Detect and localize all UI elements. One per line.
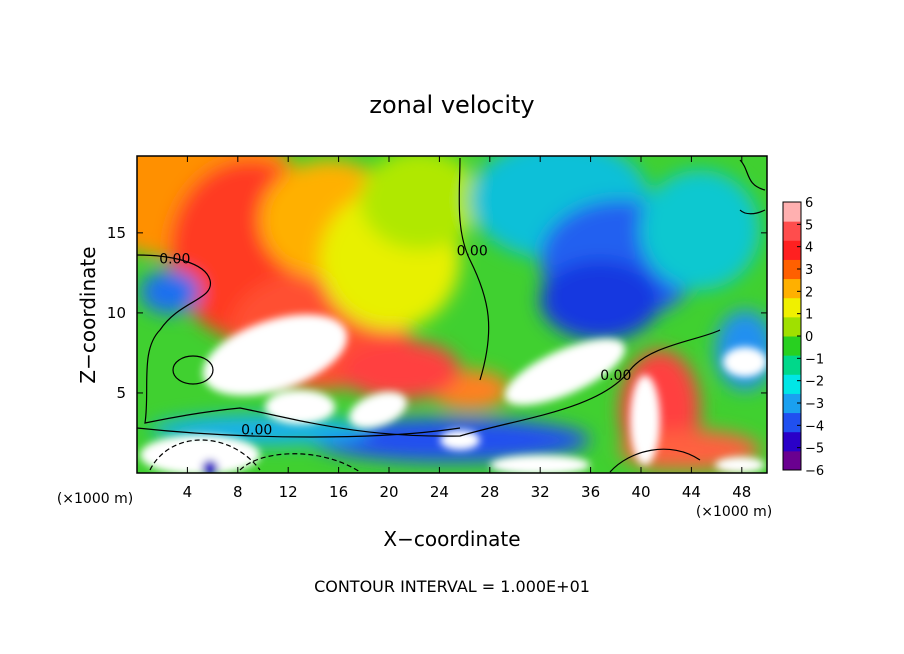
y-tick-label: 10 (107, 304, 126, 322)
colorbar-swatch (783, 259, 801, 280)
colorbar-swatch (783, 393, 801, 414)
colorbar-tick-label: 4 (805, 241, 813, 256)
contour-label: 0.00 (241, 423, 272, 439)
colorbar: 6 5 4 3 2 1 0 −1 −2 −3 −4 −5 −6 (782, 196, 824, 479)
y-tick-label: 5 (116, 384, 126, 402)
x-tick-label: 24 (430, 483, 449, 501)
colorbar-swatch (783, 374, 801, 394)
x-tick-label: 40 (631, 483, 650, 501)
heatmap-field (137, 156, 767, 473)
x-axis-label: X−coordinate (383, 527, 520, 551)
y-tick-label: 15 (107, 224, 126, 242)
x-unit-left: (×1000 m) (57, 491, 133, 507)
colorbar-swatch (783, 355, 801, 375)
colorbar-swatch (783, 450, 801, 471)
x-unit-right: (×1000 m) (696, 504, 772, 520)
colorbar-tick-label: 2 (805, 285, 813, 300)
colorbar-swatch (783, 412, 801, 433)
x-tick-label: 48 (732, 483, 751, 501)
colorbar-swatch (783, 336, 801, 356)
colorbar-tick-label: 5 (805, 218, 813, 233)
colorbar-tick-label: −5 (805, 442, 824, 457)
x-tick-label: 36 (581, 483, 600, 501)
colorbar-swatch (783, 221, 801, 241)
x-tick-label: 20 (379, 483, 398, 501)
colorbar-tick-label: −2 (805, 375, 824, 390)
contour-label: 0.00 (159, 251, 190, 267)
colorbar-tick-label: −3 (805, 397, 824, 412)
plot-frame (136, 155, 768, 474)
colorbar-tick-label: −4 (805, 419, 824, 434)
colorbar-tick-label: 6 (805, 196, 813, 211)
y-axis: 5 10 15 (107, 224, 767, 402)
colorbar-tick-label: 3 (805, 263, 813, 278)
contour-label: 0.00 (600, 368, 631, 384)
colorbar-tick-label: −1 (805, 352, 824, 367)
x-tick-label: 4 (183, 483, 193, 501)
x-axis: 4 8 12 16 20 24 28 32 36 40 44 48 (183, 156, 751, 501)
chart-title: zonal velocity (369, 91, 534, 119)
colorbar-swatch (783, 431, 801, 452)
x-tick-label: 12 (279, 483, 298, 501)
contour-lines (137, 157, 766, 473)
x-tick-label: 8 (233, 483, 243, 501)
colorbar-swatch (783, 316, 801, 337)
colorbar-tick-label: 0 (805, 330, 813, 345)
colorbar-swatch (783, 278, 801, 299)
x-tick-label: 32 (531, 483, 550, 501)
colorbar-swatch (783, 202, 801, 222)
x-tick-label: 44 (682, 483, 701, 501)
x-tick-label: 28 (480, 483, 499, 501)
contour-labels: 0.00 0.00 0.00 0.00 (159, 243, 631, 438)
x-tick-label: 16 (329, 483, 348, 501)
colorbar-tick-label: 1 (805, 308, 813, 323)
colorbar-swatch (783, 297, 801, 318)
y-axis-label: Z−coordinate (76, 246, 100, 383)
contour-label: 0.00 (457, 243, 488, 259)
contour-interval-note: CONTOUR INTERVAL = 1.000E+01 (314, 577, 590, 596)
colorbar-tick-label: −6 (805, 464, 824, 479)
colorbar-swatch (783, 240, 801, 260)
